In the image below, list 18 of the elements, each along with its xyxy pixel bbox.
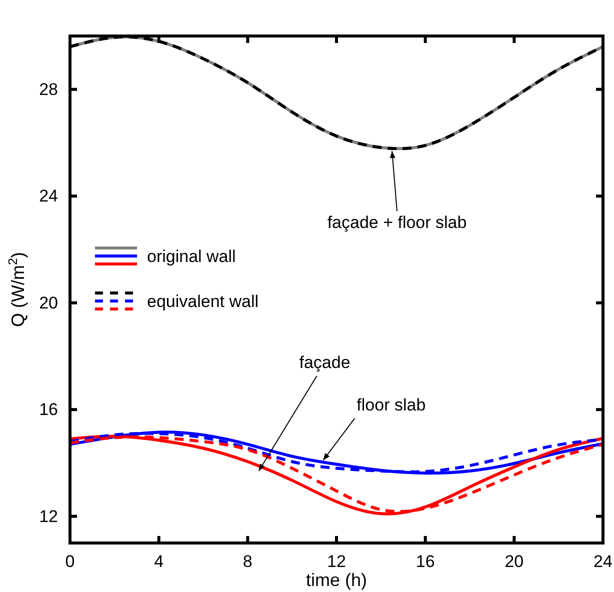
annotation: façade + floor slab [327, 213, 467, 232]
x-tick-label: 0 [65, 552, 75, 572]
y-tick-label: 12 [39, 506, 58, 526]
y-tick-label: 16 [39, 400, 58, 420]
y-tick-label: 24 [39, 186, 58, 206]
y-tick-label: 20 [39, 293, 58, 312]
x-tick-label: 4 [154, 552, 164, 572]
x-tick-label: 24 [594, 552, 612, 572]
x-tick-label: 16 [416, 552, 435, 572]
legend-label: original wall [147, 247, 236, 266]
x-tick-label: 20 [504, 552, 524, 572]
annotation: façade [299, 352, 350, 372]
legend-label: equivalent wall [147, 292, 259, 311]
y-tick-label: 28 [39, 80, 58, 99]
x-axis-title: time (h) [306, 570, 368, 590]
x-tick-label: 8 [242, 552, 252, 572]
annotation: floor slab [356, 395, 426, 414]
x-tick-label: 12 [327, 552, 346, 572]
